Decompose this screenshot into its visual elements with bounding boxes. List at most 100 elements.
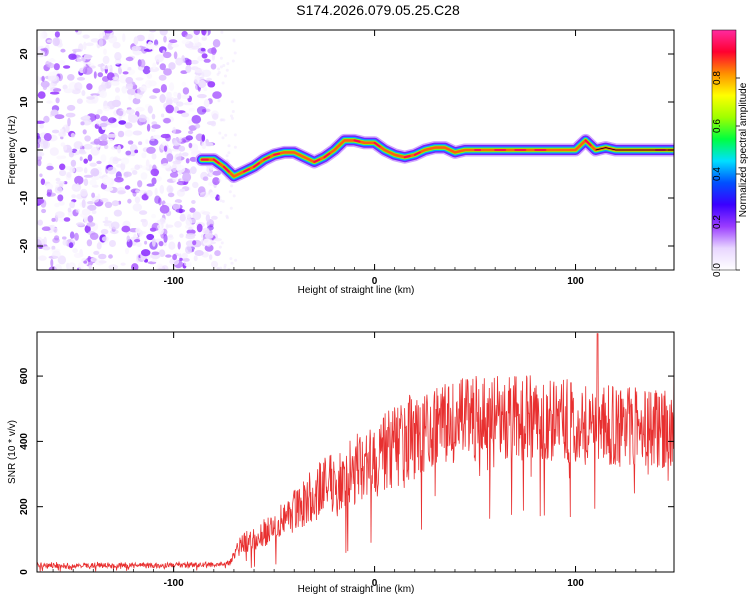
noise-blob: [228, 190, 232, 194]
noise-blob: [204, 244, 214, 252]
noise-blob: [134, 239, 141, 243]
noise-blob: [194, 68, 205, 74]
noise-blob: [42, 246, 51, 251]
signal-track: [195, 133, 674, 183]
noise-blob: [136, 242, 142, 248]
noise-blob: [41, 75, 45, 82]
x-tick-label: 100: [567, 578, 584, 589]
noise-blob: [158, 249, 166, 257]
noise-blob: [113, 209, 122, 217]
noise-blob: [147, 41, 154, 50]
noise-blob: [182, 87, 190, 95]
noise-blob: [221, 81, 225, 85]
noise-blob: [127, 198, 132, 204]
noise-blob: [72, 48, 82, 53]
noise-blob: [69, 167, 76, 173]
noise-blob: [179, 188, 186, 192]
colorbar-tick-label: 0.8: [712, 71, 723, 85]
noise-blob: [108, 34, 118, 44]
noise-blob: [81, 199, 86, 209]
noise-blob: [139, 59, 146, 68]
noise-blob: [141, 194, 149, 201]
track-peak: [212, 158, 220, 165]
noise-blob: [60, 128, 64, 133]
noise-blob: [150, 137, 155, 142]
noise-blob: [154, 187, 158, 196]
noise-blob: [83, 167, 88, 174]
noise-blob: [234, 258, 238, 262]
noise-blob: [87, 255, 92, 263]
colorbar-tick-label: 0.0: [712, 263, 723, 277]
noise-blob: [146, 183, 155, 187]
noise-blob: [141, 165, 150, 171]
noise-blob: [100, 115, 108, 122]
noise-blob: [175, 57, 183, 66]
noise-blob: [70, 159, 77, 167]
noise-blob: [166, 185, 174, 194]
noise-blob: [89, 162, 97, 167]
noise-blob: [125, 56, 134, 62]
noise-blob: [62, 239, 68, 246]
noise-blob: [205, 214, 211, 223]
noise-blob: [131, 45, 141, 52]
noise-blob: [73, 141, 83, 150]
noise-blob: [87, 62, 94, 67]
noise-blob: [90, 146, 100, 156]
noise-blob: [121, 225, 131, 233]
noise-blob: [117, 130, 125, 138]
noise-blob: [128, 93, 132, 101]
track-peak: [243, 168, 250, 173]
noise-blob: [178, 169, 182, 176]
noise-blob: [54, 263, 62, 270]
noise-blob: [100, 228, 109, 235]
noise-blob: [146, 123, 151, 132]
noise-blob: [171, 163, 177, 173]
noise-blob: [70, 238, 76, 243]
snr-panel: -100 0 100 0 200 400 600 Height of straight li…: [7, 331, 675, 595]
noise-blob: [213, 238, 222, 242]
noise-blob: [196, 106, 207, 115]
noise-blob: [145, 139, 149, 145]
noise-blob: [162, 51, 172, 59]
noise-blob: [91, 210, 97, 215]
noise-blob: [120, 262, 126, 266]
track-peak: [273, 152, 281, 156]
noise-blob: [142, 65, 151, 75]
noise-blob: [46, 100, 53, 104]
noise-blob: [221, 199, 225, 203]
noise-blob: [82, 66, 93, 75]
noise-blob: [60, 136, 64, 140]
track-peak: [263, 156, 271, 161]
noise-blob: [158, 74, 167, 81]
noise-blob: [193, 79, 198, 85]
noise-blob: [209, 191, 217, 199]
noise-blob: [223, 263, 227, 267]
noise-blob: [104, 144, 109, 150]
noise-blob: [140, 85, 147, 92]
noise-blob: [225, 214, 229, 218]
noise-blob: [62, 84, 68, 90]
track-peak: [313, 158, 321, 163]
noise-blob: [103, 48, 107, 55]
noise-blob: [193, 35, 199, 44]
noise-blob: [126, 235, 131, 242]
noise-blob: [51, 217, 56, 222]
noise-blob: [172, 202, 181, 211]
noise-blob: [212, 39, 221, 48]
noise-blob: [218, 178, 222, 182]
noise-blob: [172, 254, 178, 261]
noise-blob: [201, 72, 205, 79]
noise-blob: [224, 133, 228, 137]
noise-blob: [160, 133, 171, 139]
noise-blob: [109, 240, 116, 247]
noise-blob: [114, 176, 124, 183]
noise-blob: [139, 210, 148, 215]
noise-blob: [192, 211, 202, 220]
noise-blob: [76, 183, 80, 191]
noise-blob: [179, 233, 184, 238]
noise-blob: [220, 241, 224, 245]
snr-series: [37, 333, 674, 572]
noise-blob: [87, 204, 97, 211]
noise-blob: [168, 234, 174, 238]
noise-blob: [116, 187, 126, 195]
